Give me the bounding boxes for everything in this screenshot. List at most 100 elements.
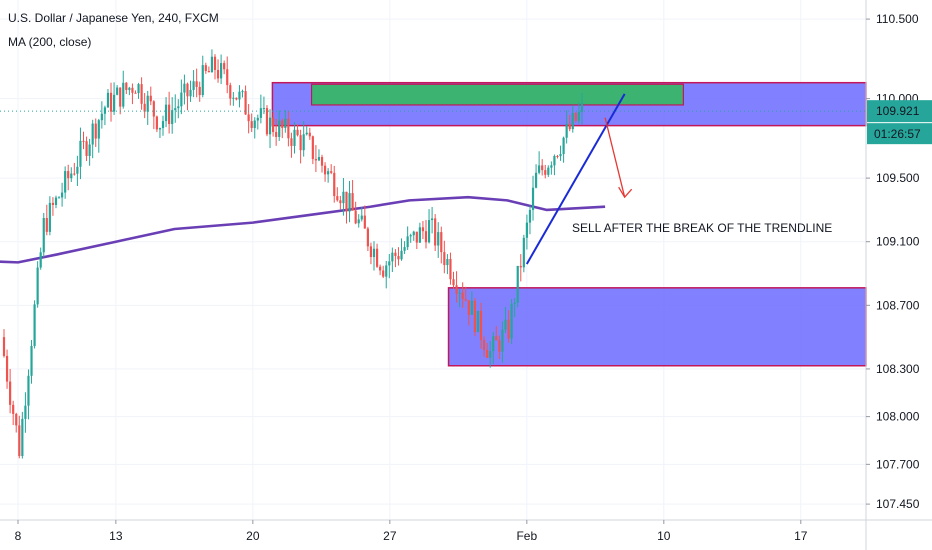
chart-legend: U.S. Dollar / Japanese Yen, 240, FXCM MA… — [8, 6, 219, 54]
candle-body — [171, 110, 174, 125]
candle-body — [244, 91, 247, 115]
candle-body — [79, 140, 82, 167]
candle-body — [531, 187, 535, 210]
candle-body — [317, 157, 321, 161]
candle-body — [61, 192, 64, 198]
candle-body — [574, 112, 577, 121]
candle-body — [73, 173, 76, 175]
price-tick-label: 108.700 — [876, 298, 920, 312]
candle-body — [482, 339, 486, 351]
grid-lines — [0, 0, 866, 520]
candle-body — [250, 121, 253, 128]
candle-body — [189, 89, 192, 97]
candle-body — [271, 117, 275, 133]
price-tick-label: 107.450 — [876, 497, 920, 511]
candle-body — [495, 336, 498, 341]
price-tick-label: 109.100 — [876, 235, 920, 249]
candle-body — [336, 196, 339, 201]
candle-body — [421, 227, 425, 232]
candle-body — [409, 235, 412, 237]
candle-body — [403, 247, 406, 251]
candle-body — [2, 337, 6, 356]
candle-body — [320, 157, 324, 166]
candle-body — [235, 97, 238, 100]
candle-body — [568, 123, 571, 130]
candle-body — [519, 265, 522, 268]
candle-body — [379, 266, 382, 271]
candle-body — [314, 159, 318, 161]
candle-body — [412, 231, 415, 236]
candle-body — [247, 114, 250, 122]
candle-body — [103, 107, 107, 114]
candle-body — [571, 112, 574, 130]
candle-body — [9, 381, 12, 405]
time-tick-label: Feb — [516, 529, 537, 543]
candle-body — [21, 418, 24, 457]
candle-body — [486, 350, 489, 358]
candle-body — [434, 218, 437, 246]
candle-body — [330, 171, 333, 173]
candle-body — [302, 134, 305, 151]
candle-body — [12, 404, 15, 414]
candle-body — [149, 95, 152, 102]
candle-body — [57, 197, 61, 199]
candle-body — [501, 329, 504, 352]
candle-body — [394, 252, 397, 256]
sell-arrow-shaft — [604, 117, 626, 198]
candle-body — [106, 92, 110, 108]
candle-body — [281, 120, 284, 128]
candle-body — [366, 228, 369, 247]
candle-body — [27, 375, 30, 406]
candle-body — [363, 215, 366, 229]
candle-body — [507, 319, 510, 339]
time-tick-label: 27 — [383, 529, 397, 543]
candle-body — [204, 65, 207, 72]
candle-body — [550, 165, 553, 168]
candle-body — [201, 65, 204, 96]
time-tick-label: 8 — [15, 529, 22, 543]
candle-body — [418, 227, 421, 243]
price-tick-label: 108.300 — [876, 362, 920, 376]
candle-body — [360, 215, 363, 220]
candle-body — [24, 405, 27, 419]
candle-body — [180, 92, 183, 107]
candle-body — [492, 336, 495, 352]
candle-body — [112, 94, 116, 112]
candle-body — [556, 155, 559, 157]
candle-body — [54, 197, 58, 205]
price-tick-label: 110.500 — [876, 12, 919, 26]
candle-body — [455, 285, 458, 294]
candle-body — [473, 300, 477, 333]
candle-body — [158, 128, 162, 130]
candle-body — [357, 219, 360, 224]
candles-layer — [2, 49, 584, 459]
candle-body — [290, 138, 293, 146]
candle-body — [116, 87, 119, 95]
candle-body — [562, 137, 565, 155]
candle-body — [534, 172, 538, 188]
drawings-layer — [525, 93, 633, 265]
candle-body — [134, 92, 137, 94]
candle-body — [580, 103, 584, 112]
candle-body — [42, 218, 45, 253]
time-tick-label: 20 — [246, 529, 260, 543]
candle-body — [94, 123, 97, 139]
candle-body — [253, 120, 256, 128]
candle-body — [498, 340, 501, 352]
candle-body — [100, 113, 103, 121]
candle-body — [122, 82, 125, 107]
candle-body — [427, 220, 431, 243]
candle-body — [174, 108, 177, 111]
candle-body — [522, 237, 525, 268]
candle-body — [70, 173, 73, 179]
candle-body — [323, 165, 327, 175]
candle-body — [18, 425, 21, 457]
last-price-text: 109.921 — [876, 104, 920, 118]
candle-body — [140, 84, 143, 104]
candle-body — [296, 129, 299, 136]
countdown-badge — [867, 123, 932, 145]
candle-body — [470, 300, 473, 315]
candle-body — [372, 248, 376, 258]
candle-body — [305, 132, 308, 135]
